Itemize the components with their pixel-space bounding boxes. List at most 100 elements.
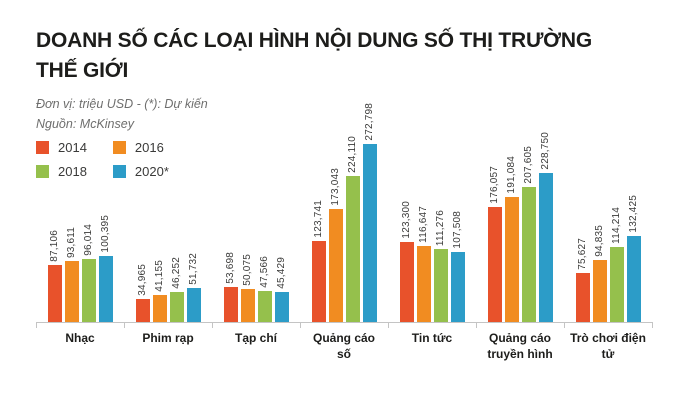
legend: 2014 2016 2018 2020* xyxy=(36,140,169,179)
bar-column: 107,508 xyxy=(450,211,465,322)
bar-value-label: 47,566 xyxy=(258,256,270,288)
bar-column: 228,750 xyxy=(538,132,553,322)
bar-2018 xyxy=(81,259,96,322)
bar-column: 45,429 xyxy=(274,257,289,322)
bar-value-label: 207,605 xyxy=(522,146,534,184)
chart-notes: Đơn vị: triệu USD - (*): Dự kiến Nguồn: … xyxy=(36,94,208,134)
bar-value-label: 50,075 xyxy=(241,254,253,286)
bar-2016 xyxy=(504,197,519,322)
axis-tick xyxy=(652,322,653,328)
bar-2018 xyxy=(169,292,184,322)
legend-color-swatch xyxy=(36,141,49,154)
bar-value-label: 46,252 xyxy=(170,257,182,289)
bar-value-label: 111,276 xyxy=(434,209,446,246)
legend-color-swatch xyxy=(36,165,49,178)
bar-value-label: 34,965 xyxy=(136,264,148,296)
bar-column: 87,106 xyxy=(47,230,62,322)
bar-column: 53,698 xyxy=(223,252,238,322)
axis-tick xyxy=(36,322,37,328)
category-label: Tin tức xyxy=(411,331,453,345)
bar-2020 xyxy=(626,236,641,322)
axis-tick xyxy=(124,322,125,328)
legend-label: 2016 xyxy=(134,140,164,155)
bar-2016 xyxy=(592,260,607,322)
bar-2018 xyxy=(257,291,272,322)
bar-value-label: 123,741 xyxy=(312,200,324,238)
bar-group: 34,965 41,155 46,252 51,732 xyxy=(124,253,212,322)
bar-column: 100,395 xyxy=(98,215,113,322)
bar-value-label: 132,425 xyxy=(627,195,639,233)
bar-2018 xyxy=(433,249,448,322)
bar-2014 xyxy=(487,207,502,322)
bar-column: 116,647 xyxy=(416,206,431,322)
bar-2014 xyxy=(399,242,414,322)
bar-2016 xyxy=(64,261,79,322)
axis-tick xyxy=(212,322,213,328)
bar-value-label: 123,300 xyxy=(400,201,412,239)
category-axis: Nhạc Phim rạp Tạp chí Quảng cáo số Tin tức Qu… xyxy=(36,331,652,362)
bar-value-label: 100,395 xyxy=(99,215,111,253)
bar-value-label: 75,627 xyxy=(576,238,588,270)
legend-item: 2016 xyxy=(112,140,169,155)
bar-column: 176,057 xyxy=(487,166,502,322)
bar-2014 xyxy=(575,273,590,322)
bar-value-label: 116,647 xyxy=(417,206,429,243)
bar-column: 94,835 xyxy=(592,225,607,322)
legend-label: 2020* xyxy=(134,164,169,179)
page-title: DOANH SỐ CÁC LOẠI HÌNH NỘI DUNG SỐ THỊ T… xyxy=(36,29,593,82)
bar-2014 xyxy=(135,299,150,322)
bar-column: 93,611 xyxy=(64,227,79,322)
bar-value-label: 176,057 xyxy=(488,166,500,204)
bar-2014 xyxy=(311,241,326,322)
bar-value-label: 96,014 xyxy=(82,224,94,256)
bar-2018 xyxy=(345,176,360,322)
bar-value-label: 45,429 xyxy=(275,257,287,289)
bar-2016 xyxy=(240,289,255,322)
bar-2020 xyxy=(450,252,465,322)
legend-label: 2018 xyxy=(58,164,87,179)
bar-column: 111,276 xyxy=(433,209,448,322)
bar-value-label: 87,106 xyxy=(48,230,60,262)
bar-column: 96,014 xyxy=(81,224,96,322)
x-axis xyxy=(36,322,653,328)
bar-group: 123,300 116,647 111,276 107,508 xyxy=(388,201,476,322)
bar-column: 51,732 xyxy=(186,253,201,322)
bar-group: 176,057 191,084 207,605 228,750 xyxy=(476,132,564,322)
legend-item: 2018 xyxy=(36,164,87,179)
bar-column: 207,605 xyxy=(521,146,536,322)
bar-2020 xyxy=(274,292,289,322)
bar-2020 xyxy=(98,256,113,322)
bar-value-label: 228,750 xyxy=(539,132,551,170)
bar-column: 47,566 xyxy=(257,256,272,322)
bar-value-label: 224,110 xyxy=(346,136,358,173)
bar-value-label: 107,508 xyxy=(451,211,463,249)
bar-value-label: 41,155 xyxy=(153,260,165,292)
bar-2014 xyxy=(223,287,238,322)
bar-column: 41,155 xyxy=(152,260,167,322)
category-label: Trò chơi điện tử xyxy=(570,331,646,361)
bar-value-label: 94,835 xyxy=(593,225,605,257)
bar-value-label: 173,043 xyxy=(329,168,341,206)
category-label: Nhạc xyxy=(65,331,95,345)
bar-2018 xyxy=(521,187,536,322)
bar-2020 xyxy=(186,288,201,322)
bar-column: 75,627 xyxy=(575,238,590,322)
bar-group: 53,698 50,075 47,566 45,429 xyxy=(212,252,300,322)
bar-column: 123,741 xyxy=(311,200,326,322)
bar-column: 34,965 xyxy=(135,264,150,322)
source-note: Nguồn: McKinsey xyxy=(36,117,134,131)
bar-group: 87,106 93,611 96,014 100,395 xyxy=(36,215,124,322)
bar-column: 224,110 xyxy=(345,136,360,322)
category-label: Quảng cáo số xyxy=(312,331,375,361)
bar-2020 xyxy=(538,173,553,322)
bar-column: 173,043 xyxy=(328,168,343,322)
legend-label: 2014 xyxy=(58,140,87,155)
bar-column: 50,075 xyxy=(240,254,255,322)
bar-value-label: 53,698 xyxy=(224,252,236,284)
bar-column: 46,252 xyxy=(169,257,184,322)
bar-value-label: 191,084 xyxy=(505,156,517,194)
bar-2018 xyxy=(609,247,624,322)
category-label: Quảng cáo truyền hình xyxy=(487,331,553,361)
legend-item: 2014 xyxy=(36,140,87,155)
